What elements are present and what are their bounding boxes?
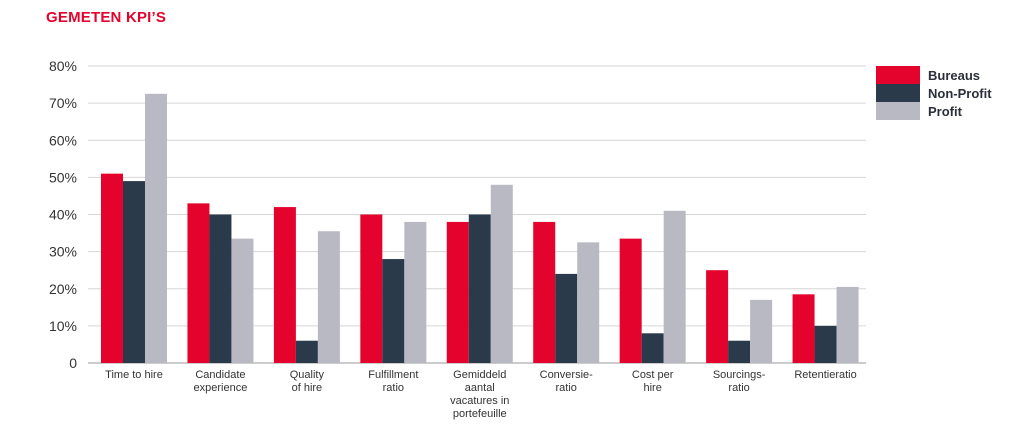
bar-profit <box>836 286 859 363</box>
y-tick-label: 0 <box>69 355 77 371</box>
legend-item-non-profit: Non-Profit <box>876 84 992 102</box>
bar-profit <box>231 238 254 363</box>
bar-non-profit <box>382 259 405 363</box>
bar-non-profit <box>814 325 837 363</box>
bar-profit <box>317 231 340 363</box>
bar-non-profit <box>555 273 578 363</box>
legend-label-profit: Profit <box>928 103 962 119</box>
bar-bureaus <box>619 238 642 363</box>
x-tick-label: Candidate experience <box>194 369 248 394</box>
y-tick-label: 80% <box>49 58 77 74</box>
bar-bureaus <box>533 221 556 363</box>
bar-profit <box>145 93 167 363</box>
bar-profit <box>663 210 686 363</box>
y-tick-label: 70% <box>49 95 77 111</box>
bar-non-profit <box>728 340 751 363</box>
bar-bureaus <box>273 207 296 363</box>
legend-label-non-profit: Non-Profit <box>928 85 992 101</box>
bar-bureaus <box>360 214 383 363</box>
x-tick-label: Sourcings-ratio <box>713 369 766 394</box>
bar-non-profit <box>123 181 145 363</box>
chart-title: GEMETEN KPI’S <box>46 9 167 26</box>
bar-profit <box>404 221 427 363</box>
x-tick-label: Gemiddeld aantal vacatures in portefeuille <box>450 369 509 420</box>
legend-item-profit: Profit <box>876 102 992 120</box>
x-tick-label: Conversie-ratio <box>540 369 594 394</box>
bar-non-profit <box>295 340 318 363</box>
bar-bureaus <box>187 203 210 363</box>
legend-swatch-bureaus <box>876 66 920 84</box>
y-tick-label: 50% <box>49 169 77 185</box>
x-tick-label: Retentieratio <box>794 369 856 381</box>
bar-non-profit <box>641 333 664 363</box>
x-tick-label: Time to hire <box>105 369 163 381</box>
y-tick-label: 40% <box>49 207 77 223</box>
y-tick-label: 20% <box>49 281 77 297</box>
x-tick-label: Fulfillment ratio <box>368 369 418 394</box>
x-tick-label: Cost per hire <box>632 369 674 394</box>
y-tick-label: 10% <box>49 318 77 334</box>
bar-bureaus <box>446 221 469 363</box>
legend-swatch-profit <box>876 102 920 120</box>
bar-non-profit <box>209 214 232 363</box>
bar-profit <box>750 299 773 363</box>
x-tick-label: Quality of hire <box>290 369 325 394</box>
legend-swatch-non-profit <box>876 84 920 102</box>
bar-non-profit <box>468 214 491 363</box>
bar-bureaus <box>101 173 123 363</box>
bar-profit <box>577 242 600 363</box>
y-tick-label: 60% <box>49 132 77 148</box>
bar-profit <box>490 184 513 363</box>
legend-item-bureaus: Bureaus <box>876 66 992 84</box>
y-tick-label: 30% <box>49 244 77 260</box>
bar-bureaus <box>706 270 729 363</box>
legend-label-bureaus: Bureaus <box>928 67 981 83</box>
bar-bureaus <box>792 294 815 363</box>
legend: Bureaus Non-Profit Profit <box>876 66 992 120</box>
